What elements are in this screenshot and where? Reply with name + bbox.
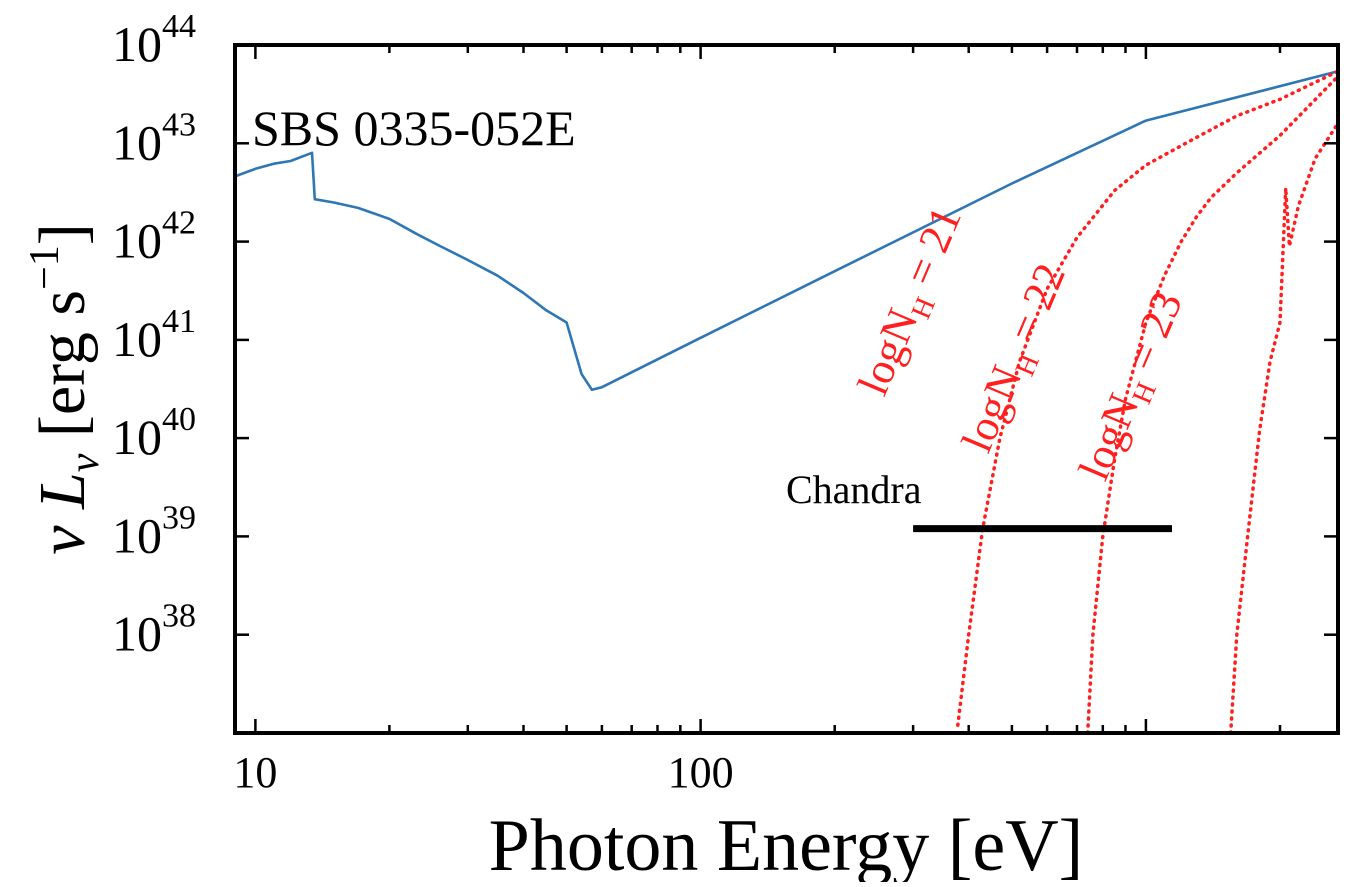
y-tick-base-6: 10 — [112, 16, 162, 72]
nh-label-22-value: = 22 — [994, 257, 1075, 360]
nh-label-21-value: = 21 — [890, 200, 971, 303]
y-tick-base-5: 10 — [112, 114, 162, 170]
series-layer — [234, 69, 1340, 735]
y-tick-label-4: 1042 — [112, 205, 196, 269]
y-label-sup: −1 — [22, 245, 68, 290]
nh-label-21: logNH = 21 — [848, 200, 977, 405]
y-tick-exp-2: 40 — [162, 401, 196, 438]
y-tick-base-4: 10 — [112, 213, 162, 269]
y-tick-exp-5: 43 — [162, 106, 196, 143]
y-label-sub: ν — [62, 453, 108, 472]
y-tick-base-0: 10 — [112, 606, 162, 662]
y-tick-base-3: 10 — [112, 311, 162, 367]
y-tick-base-1: 10 — [112, 507, 162, 563]
x-tick-label-1: 100 — [668, 748, 734, 797]
y-label-prefix: ν L — [26, 472, 99, 555]
series-line-0 — [234, 70, 1339, 392]
series-line-2 — [1085, 74, 1340, 735]
y-tick-label-5: 1043 — [112, 106, 196, 170]
y-tick-base-2: 10 — [112, 409, 162, 465]
y-tick-label-1: 1039 — [112, 499, 196, 563]
y-tick-label-2: 1040 — [112, 401, 196, 465]
y-tick-exp-0: 38 — [162, 598, 196, 635]
series-line-3 — [1228, 121, 1340, 735]
y-tick-exp-1: 39 — [162, 499, 196, 536]
y-label-bracket-close: ] — [26, 223, 99, 245]
x-axis-ticks: 10 100 — [233, 45, 1282, 797]
y-tick-label-3: 1041 — [112, 303, 196, 367]
x-tick-label-0: 10 — [233, 748, 277, 797]
y-axis-label: ν Lν [erg s−1] — [22, 223, 108, 555]
y-tick-label-6: 1044 — [112, 8, 196, 72]
chandra-label: Chandra — [786, 467, 922, 512]
x-axis-label: Photon Energy [eV] — [489, 805, 1084, 882]
annotation-source-name: SBS 0335-052E — [252, 100, 576, 156]
plot-frame — [233, 43, 1340, 735]
y-tick-exp-6: 44 — [162, 8, 196, 45]
y-label-bracket-open: [erg s — [26, 290, 99, 454]
y-tick-label-0: 1038 — [112, 598, 196, 662]
nh-label-22: logNH = 22 — [952, 257, 1081, 462]
y-tick-exp-3: 41 — [162, 303, 196, 340]
y-tick-exp-4: 42 — [162, 205, 196, 242]
nh-label-23: logNH = 23 — [1069, 285, 1198, 490]
nh-label-23-value: = 23 — [1111, 285, 1192, 388]
